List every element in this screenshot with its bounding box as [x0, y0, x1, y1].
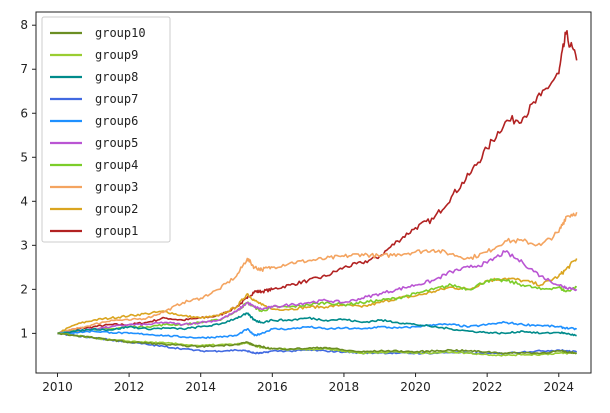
- legend-label-group3: group3: [95, 180, 138, 194]
- x-tick-label: 2024: [544, 380, 575, 394]
- y-tick-label: 7: [20, 62, 28, 76]
- series-line-group9: [57, 332, 578, 357]
- legend-box: [41, 16, 171, 243]
- x-tick-label: 2018: [329, 380, 360, 394]
- legend-label-group4: group4: [95, 158, 138, 172]
- series-line-group8: [57, 312, 577, 337]
- x-axis: 2010 2012 2014 2016 2018 2020 2022 2024: [42, 373, 574, 394]
- series-line-group1: [57, 30, 578, 335]
- y-tick-label: 5: [20, 150, 28, 164]
- legend-label-group8: group8: [95, 70, 138, 84]
- y-tick-label: 8: [20, 18, 28, 32]
- series-line-group6: [57, 320, 577, 340]
- y-axis: 1 2 3 4 5 6 7 8: [20, 18, 36, 340]
- series-line-group10: [57, 332, 577, 355]
- legend-label-group2: group2: [95, 202, 138, 216]
- x-tick-label: 2014: [185, 380, 216, 394]
- x-tick-label: 2022: [472, 380, 503, 394]
- series-line-group3: [57, 212, 578, 335]
- series-line-group5: [57, 250, 578, 335]
- series-line-group4: [57, 278, 578, 335]
- y-tick-label: 2: [20, 282, 28, 296]
- legend-label-group1: group1: [95, 224, 138, 238]
- x-tick-label: 2012: [114, 380, 145, 394]
- x-tick-label: 2020: [400, 380, 431, 394]
- y-tick-label: 1: [20, 326, 28, 340]
- series-lines: [57, 30, 578, 357]
- series-line-group2: [57, 258, 578, 335]
- y-tick-label: 3: [20, 238, 28, 252]
- y-tick-label: 4: [20, 194, 28, 208]
- x-tick-label: 2010: [42, 380, 73, 394]
- legend: group10 group9 group8 group7 group6 group5 gro…: [41, 16, 171, 243]
- legend-label-group5: group5: [95, 136, 138, 150]
- legend-label-group10: group10: [95, 26, 146, 40]
- legend-label-group9: group9: [95, 48, 138, 62]
- y-tick-label: 6: [20, 106, 28, 120]
- legend-label-group6: group6: [95, 114, 138, 128]
- legend-label-group7: group7: [95, 92, 138, 106]
- x-tick-label: 2016: [257, 380, 288, 394]
